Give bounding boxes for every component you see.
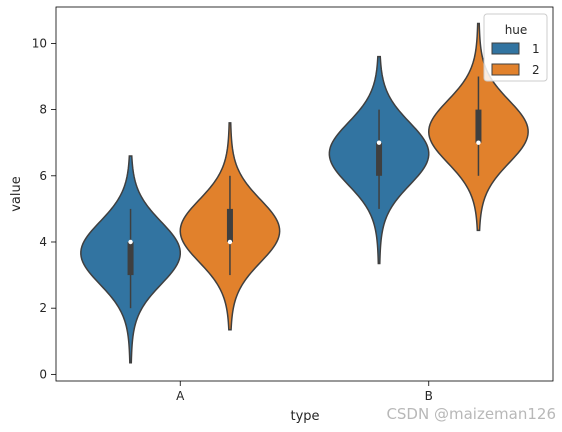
y-tick-label: 6	[39, 169, 47, 183]
violin-iqr-box	[127, 241, 134, 276]
y-axis-label: value	[9, 176, 24, 212]
watermark: CSDN @maizeman126	[386, 405, 556, 423]
violin-median-dot	[476, 140, 481, 145]
violin-iqr-box	[226, 208, 233, 242]
y-tick-label: 8	[39, 103, 47, 117]
violin-median-dot	[376, 140, 382, 145]
legend-swatch	[491, 63, 520, 76]
y-tick-label: 0	[39, 367, 47, 381]
y-axis: 0 2 4 6 8 10	[32, 36, 56, 381]
y-tick-label: 10	[32, 36, 47, 50]
legend-entry-label: 1	[532, 42, 540, 56]
x-tick-label: A	[176, 389, 185, 403]
violins-layer	[80, 22, 529, 364]
legend-entry-label: 2	[532, 63, 540, 77]
y-tick-label: 2	[39, 301, 47, 315]
y-tick-label: 4	[39, 235, 47, 249]
violin-median-dot	[128, 239, 133, 245]
legend-title: hue	[505, 23, 528, 37]
legend-swatch	[491, 42, 520, 55]
x-axis-label: type	[290, 409, 319, 424]
violin-iqr-box	[475, 109, 482, 143]
x-tick-label: B	[425, 389, 433, 403]
violin-iqr-box	[376, 142, 383, 176]
legend: hue 1 2	[483, 13, 548, 82]
violin-median-dot	[227, 239, 233, 245]
